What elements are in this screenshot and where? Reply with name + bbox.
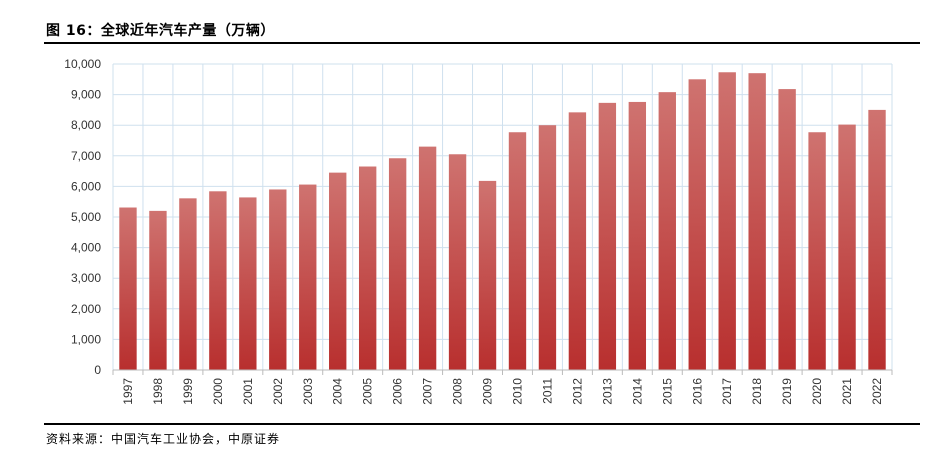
y-tick-label: 3,000: [71, 271, 101, 285]
bar-2004: [329, 172, 347, 370]
gridlines: [112, 63, 893, 370]
y-tick-label: 10,000: [64, 57, 101, 71]
bar-2021: [838, 124, 856, 370]
x-tick-label: 2012: [570, 378, 584, 405]
x-tick-label: 2009: [481, 378, 495, 405]
bar-2022: [868, 109, 886, 371]
bar-2000: [209, 191, 227, 370]
y-tick-label: 0: [94, 363, 101, 377]
bars: [119, 72, 886, 371]
x-tick-label: 2002: [271, 378, 285, 405]
x-tick-label: 2013: [600, 378, 614, 405]
y-tick-labels: 0 1,000 2,000 3,000 4,000 5,000 6,000 7,000 8,00…: [64, 57, 101, 377]
x-tick-label: 2014: [630, 378, 644, 405]
title-bar: 图 16：全球近年汽车产量（万辆）: [44, 18, 920, 44]
bar-2002: [269, 189, 287, 370]
x-tick-label: 2018: [750, 378, 764, 405]
bar-2019: [778, 89, 796, 370]
x-tick-label: 2015: [660, 378, 674, 405]
bar-2009: [478, 180, 497, 370]
x-tick-label: 2010: [510, 378, 524, 405]
x-tick-label: 2021: [840, 378, 854, 405]
bar-2013: [598, 102, 617, 370]
bar-2020: [808, 132, 826, 370]
x-tick-label: 2007: [421, 378, 435, 405]
x-tick-label: 1998: [151, 378, 165, 405]
bar-1998: [149, 210, 167, 370]
bar-2003: [299, 184, 317, 370]
y-tick-label: 5,000: [71, 210, 101, 224]
bar-2016: [688, 79, 706, 371]
x-tick-label: 2004: [331, 378, 345, 405]
bar-2008: [448, 154, 467, 370]
x-tick-label: 2019: [780, 378, 794, 405]
x-tick-label: 2003: [301, 378, 315, 405]
y-tick-label: 2,000: [71, 302, 101, 316]
bar-2014: [628, 101, 647, 370]
x-tick-label: 2020: [810, 378, 824, 405]
x-tick-label: 2000: [211, 378, 225, 405]
bar-2011: [538, 125, 557, 370]
bar-1999: [179, 198, 197, 370]
y-tick-label: 6,000: [71, 179, 101, 193]
x-tick-label: 2005: [361, 378, 375, 405]
bar-2001: [239, 197, 257, 370]
bar-2015: [658, 92, 676, 370]
x-tick-label: 2008: [451, 378, 465, 405]
x-tick-label: 1999: [181, 378, 195, 405]
y-tick-label: 1,000: [71, 332, 101, 346]
bar-2012: [568, 112, 587, 371]
y-tick-label: 4,000: [71, 241, 101, 255]
x-tick-label: 2011: [540, 378, 554, 404]
bar-2005: [358, 166, 377, 370]
bar-2010: [508, 132, 527, 370]
x-tick-labels: 1997 1998 1999 2000 2001 2002 2003 2004 2005 2006…: [121, 378, 884, 405]
y-tick-label: 9,000: [71, 88, 101, 102]
x-tick-label: 2006: [391, 378, 405, 405]
bar-2018: [748, 73, 766, 371]
x-tick-label: 1997: [121, 378, 135, 405]
bar-1997: [119, 207, 137, 370]
bar-2006: [388, 158, 407, 370]
x-tick-label: 2016: [690, 378, 704, 405]
source-note: 资料来源：中国汽车工业协会，中原证券: [46, 432, 281, 446]
bar-2007: [418, 146, 437, 370]
y-tick-label: 8,000: [71, 118, 101, 132]
axes: [112, 369, 893, 375]
x-tick-label: 2022: [870, 378, 884, 405]
y-tick-label: 7,000: [71, 149, 101, 163]
bottom-rule: [44, 423, 920, 425]
figure-title: 图 16：全球近年汽车产量（万辆）: [46, 23, 275, 39]
x-tick-label: 2001: [241, 378, 255, 405]
bar-2017: [718, 72, 736, 371]
x-tick-label: 2017: [720, 378, 734, 405]
